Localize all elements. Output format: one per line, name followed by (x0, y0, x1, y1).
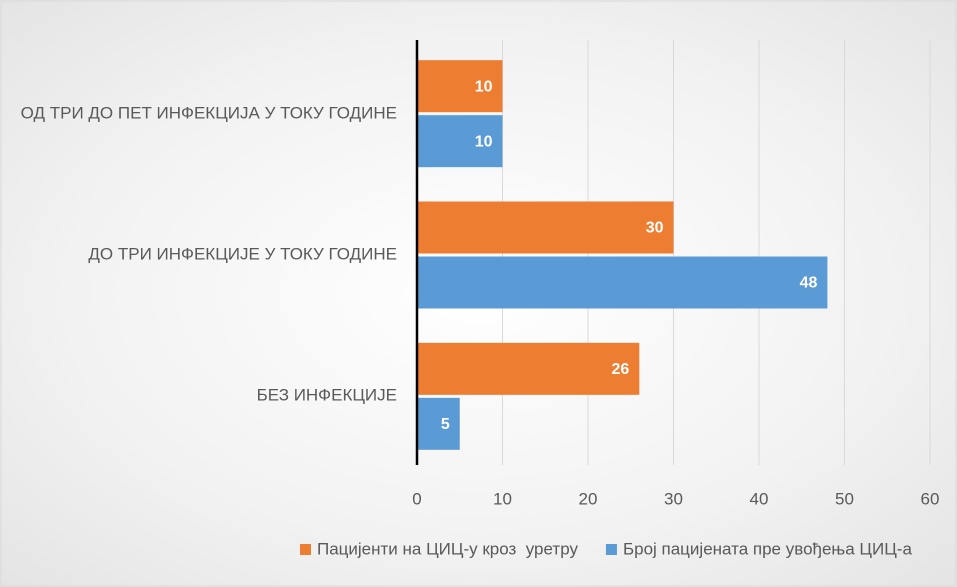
bar (417, 60, 503, 113)
bar (417, 342, 640, 395)
x-tick-label: 60 (921, 489, 940, 508)
y-tick-label: ДО ТРИ ИНФЕКЦИЈЕ У ТОКУ ГОДИНЕ (88, 244, 397, 264)
x-tick-label: 50 (835, 489, 854, 508)
legend-label: Пацијенти на ЦИЦ-у кроз уретру (317, 539, 578, 558)
x-tick-label: 30 (664, 489, 683, 508)
data-label: 10 (475, 78, 493, 95)
legend-label: Број пацијената пре увођења ЦИЦ-а (623, 539, 912, 558)
category-label-box: БЕЗ ИНФЕКЦИЈЕ (7, 384, 397, 409)
data-label: 26 (612, 361, 630, 378)
bar (417, 397, 460, 450)
bar (417, 201, 674, 254)
y-tick-label: БЕЗ ИНФЕКЦИЈЕ (256, 386, 397, 406)
data-label: 5 (441, 416, 450, 433)
x-tick-label: 10 (493, 489, 512, 508)
bar (417, 256, 828, 309)
category-label-box: ОД ТРИ ДО ПЕТ ИНФЕКЦИЈА У ТОКУ ГОДИНЕ (7, 101, 397, 126)
data-label: 30 (646, 220, 664, 237)
data-label: 10 (475, 133, 493, 150)
bar (417, 115, 503, 168)
x-tick-label: 40 (750, 489, 769, 508)
data-label: 48 (800, 275, 818, 292)
x-tick-label: 20 (579, 489, 598, 508)
category-label-box: ДО ТРИ ИНФЕКЦИЈЕ У ТОКУ ГОДИНЕ (7, 243, 397, 268)
legend-swatch (300, 544, 311, 555)
legend-swatch (605, 544, 617, 555)
y-tick-label: ОД ТРИ ДО ПЕТ ИНФЕКЦИЈА У ТОКУ ГОДИНЕ (20, 103, 397, 123)
x-tick-label: 0 (412, 489, 421, 508)
